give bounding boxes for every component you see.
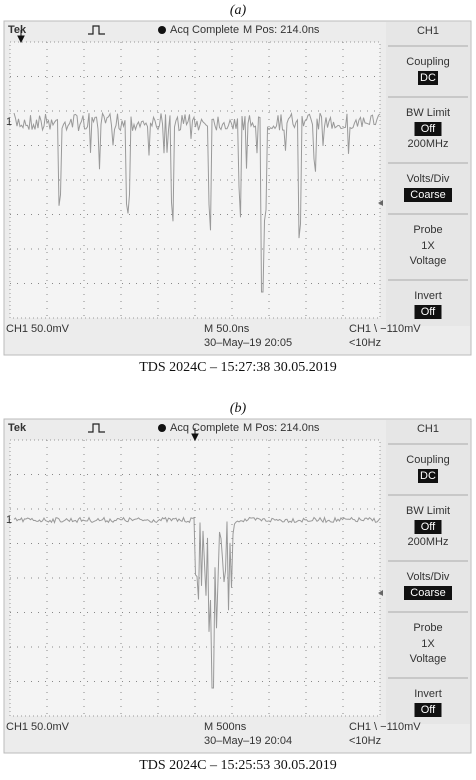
- menu-note: 200MHz: [408, 138, 449, 150]
- brand: Tek: [8, 24, 27, 36]
- channel-marker: 1: [6, 514, 12, 526]
- footer-timebase: M 50.0ns: [204, 323, 250, 335]
- menu-value-box: [404, 188, 452, 202]
- menu-item-title: Invert: [414, 688, 442, 700]
- menu-title: CH1: [417, 25, 439, 37]
- graticule: [9, 41, 381, 319]
- position: M Pos: 214.0ns: [243, 24, 320, 36]
- panel-label: (a): [230, 3, 247, 18]
- footer-trigger: CH1 \ −110mV: [349, 323, 421, 335]
- footer-date: 30–May–19 20:05: [204, 337, 292, 349]
- menu-value-box: [414, 122, 442, 136]
- menu-title: CH1: [417, 423, 439, 435]
- trigger-icon: [88, 25, 105, 35]
- menu-item-title: Volts/Div: [407, 173, 450, 185]
- menu-line: Voltage: [410, 255, 447, 267]
- footer-frequency: <10Hz: [349, 337, 381, 349]
- menu-value-box: [418, 469, 438, 483]
- caption: TDS 2024C – 15:25:53 30.05.2019: [139, 758, 337, 773]
- position: M Pos: 214.0ns: [243, 422, 320, 434]
- level-arrow: [378, 200, 383, 206]
- trigger-arrow: [191, 428, 199, 442]
- menu-item-title: Coupling: [406, 56, 449, 68]
- menu-value: Off: [421, 123, 436, 135]
- status: Acq Complete: [170, 422, 239, 434]
- caption: TDS 2024C – 15:27:38 30.05.2019: [139, 360, 337, 375]
- menu-item-title: Volts/Div: [407, 571, 450, 583]
- menu-item-title: Probe: [413, 622, 442, 634]
- menu-value: DC: [420, 72, 436, 84]
- footer-date: 30–May–19 20:04: [204, 735, 292, 747]
- trigger-icon: [88, 423, 105, 433]
- menu-item-title: Invert: [414, 290, 442, 302]
- waveform: [13, 111, 381, 293]
- menu-value: Off: [421, 521, 436, 533]
- trigger-arrow: [17, 30, 25, 44]
- footer-frequency: <10Hz: [349, 735, 381, 747]
- graticule: [9, 439, 381, 717]
- menu-value-box: [414, 703, 442, 717]
- menu-note: 200MHz: [408, 536, 449, 548]
- menu-value: Coarse: [410, 189, 445, 201]
- menu-line: 1X: [421, 240, 435, 252]
- menu-value-box: [414, 520, 442, 534]
- panel-label: (b): [230, 401, 247, 416]
- menu-value-box: [404, 586, 452, 600]
- menu-line: Voltage: [410, 653, 447, 665]
- footer-channel: CH1 50.0mV: [6, 323, 70, 335]
- status: Acq Complete: [170, 24, 239, 36]
- footer-trigger: CH1 \ −110mV: [349, 721, 421, 733]
- status-dot: [158, 26, 166, 34]
- footer-channel: CH1 50.0mV: [6, 721, 70, 733]
- menu-value: Coarse: [410, 587, 445, 599]
- menu-item-title: Probe: [413, 224, 442, 236]
- menu-value: Off: [421, 704, 436, 716]
- menu-value: Off: [421, 306, 436, 318]
- menu-item-title: BW Limit: [406, 505, 450, 517]
- menu-value-box: [414, 305, 442, 319]
- channel-marker: 1: [6, 116, 12, 128]
- footer-timebase: M 500ns: [204, 721, 247, 733]
- menu-line: 1X: [421, 638, 435, 650]
- status-dot: [158, 424, 166, 432]
- menu-item-title: BW Limit: [406, 107, 450, 119]
- brand: Tek: [8, 422, 27, 434]
- scope-panel: (a) Tek Acq Complete M Pos: 214.0ns 1 CH1 Coup…: [3, 3, 472, 375]
- menu-value: DC: [420, 470, 436, 482]
- waveform: [13, 515, 381, 689]
- scope-panel: (b) Tek Acq Complete M Pos: 214.0ns 1 CH1 Coup…: [3, 401, 472, 773]
- menu-item-title: Coupling: [406, 454, 449, 466]
- level-arrow: [378, 590, 383, 596]
- menu-value-box: [418, 71, 438, 85]
